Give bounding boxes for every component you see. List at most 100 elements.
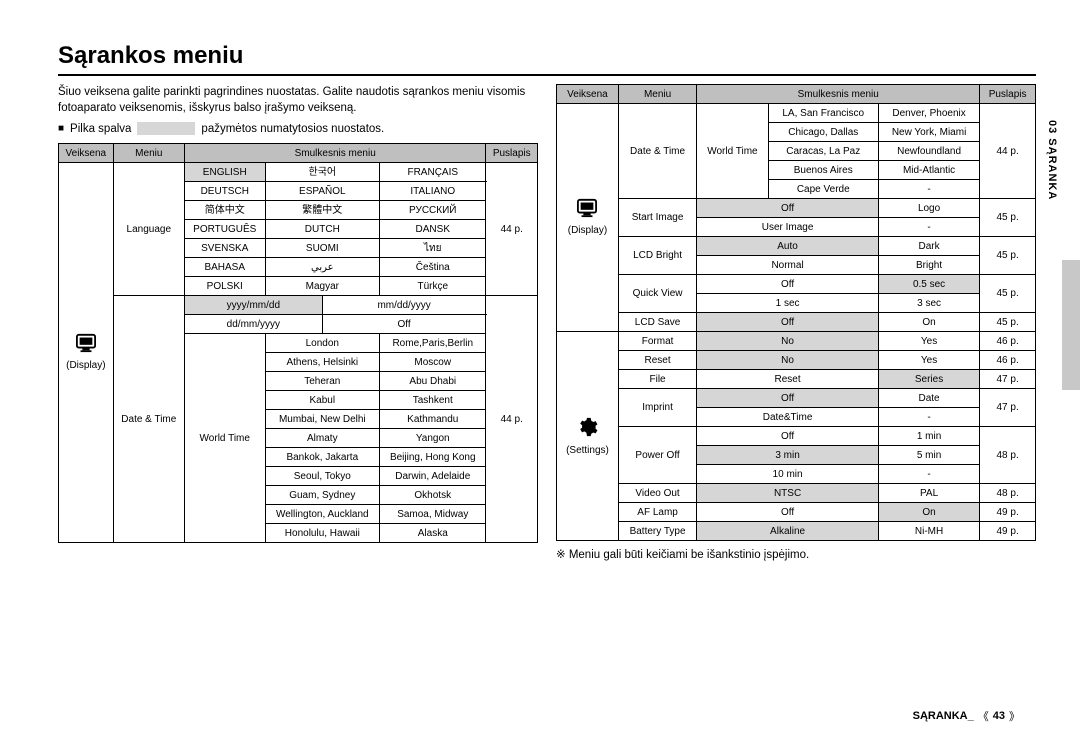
bracket-close: 》 [1009,708,1020,724]
wt-cell: Moscow [380,353,486,372]
wt-cell: Darwin, Adelaide [380,467,486,486]
footer: SĄRANKA_ 《 43 》 [913,708,1020,724]
sub-cell: Alkaline [697,522,879,541]
note-suffix: pažymėtos numatytosios nuostatos. [201,123,384,135]
page-cell: 48 p. [980,484,1036,503]
page-cell: 47 p. [980,389,1036,427]
wt-cell: London [265,334,379,353]
veiksena-display-label: (Display) [568,225,607,236]
wt-cell: Cape Verde [768,180,878,199]
sub-cell: Reset [697,370,879,389]
lang-cell: SUOMI [265,239,379,258]
wt-cell: Chicago, Dallas [768,123,878,142]
left-table: Veiksena Meniu Smulkesnis meniu Puslapis… [58,143,538,543]
sub-cell: Series [878,370,979,389]
wt-cell: Teheran [265,372,379,391]
datefmt-cell: Off [322,315,486,334]
wt-cell: Seoul, Tokyo [265,467,379,486]
sub-cell: 10 min [697,465,879,484]
footer-label: SĄRANKA_ [913,710,974,722]
sub-cell: Ni-MH [878,522,979,541]
wt-cell: New York, Miami [878,123,979,142]
sub-cell: Auto [697,237,879,256]
veiksena-settings-label: (Settings) [566,445,609,456]
file-label: File [618,370,696,389]
page-cell: 48 p. [980,427,1036,484]
wt-cell: Mumbai, New Delhi [265,410,379,429]
page-cell: 45 p. [980,313,1036,332]
intro-text: Šiuo veiksena galite parinkti pagrindine… [58,84,538,116]
veiksena-display-cell: (Display) [557,104,619,332]
datefmt-cell: yyyy/mm/dd [184,296,322,315]
lang-cell: PORTUGUÊS [184,220,265,239]
worldtime-label: World Time [697,104,768,199]
bullet-icon: ■ [58,123,64,134]
sub-cell: No [697,351,879,370]
wt-cell: Beijing, Hong Kong [380,448,486,467]
lang-cell: عربي [265,258,379,277]
wt-cell: Denver, Phoenix [878,104,979,123]
quickview-label: Quick View [618,275,696,313]
wt-cell: Abu Dhabi [380,372,486,391]
sub-cell: Bright [878,256,979,275]
hdr-puslapis: Puslapis [486,144,538,163]
right-table: Veiksena Meniu Smulkesnis meniu Puslapis… [556,84,1036,541]
veiksena-display-label: (Display) [66,360,105,371]
lang-cell: SVENSKA [184,239,265,258]
sub-cell: On [878,313,979,332]
worldtime-label: World Time [184,334,265,543]
page-cell: 49 p. [980,503,1036,522]
hdr-smulk: Smulkesnis meniu [184,144,486,163]
display-icon [75,333,97,357]
bracket-open: 《 [978,708,989,724]
page-cell: 45 p. [980,199,1036,237]
wt-cell: Buenos Aires [768,161,878,180]
wt-cell: Tashkent [380,391,486,410]
page-cell: 45 p. [980,237,1036,275]
sub-cell: 3 min [697,446,879,465]
sub-cell: Date&Time [697,408,879,427]
sub-cell: Off [697,275,879,294]
lang-cell: 한국어 [265,163,379,182]
imprint-label: Imprint [618,389,696,427]
swatch-icon [137,122,195,135]
hdr-smulk: Smulkesnis meniu [697,85,980,104]
lcdsave-label: LCD Save [618,313,696,332]
table-header: Veiksena Meniu Smulkesnis meniu Puslapis [59,144,538,163]
reset-label: Reset [618,351,696,370]
sub-cell: Logo [878,199,979,218]
note-prefix: Pilka spalva [70,123,131,135]
lang-cell: 简体中文 [184,201,265,220]
sub-cell: 0.5 sec [878,275,979,294]
lang-cell: POLSKI [184,277,265,296]
footer-page: 43 [993,710,1005,722]
page-cell: 46 p. [980,351,1036,370]
sub-cell: 3 sec [878,294,979,313]
sub-cell: On [878,503,979,522]
wt-cell: Mid-Atlantic [878,161,979,180]
lang-cell: FRANÇAIS [380,163,486,182]
wt-cell: Caracas, La Paz [768,142,878,161]
language-page: 44 p. [486,163,538,296]
hdr-veiksena: Veiksena [59,144,114,163]
side-bar [1062,260,1080,390]
wt-cell: - [878,180,979,199]
lang-cell: РУССКИЙ [380,201,486,220]
sub-cell: No [697,332,879,351]
format-label: Format [618,332,696,351]
sub-cell: NTSC [697,484,879,503]
page-title: Sąrankos meniu [58,42,1036,76]
sub-cell: Yes [878,332,979,351]
lang-cell: ESPAÑOL [265,182,379,201]
wt-cell: Newfoundland [878,142,979,161]
default-note: ■ Pilka spalva pažymėtos numatytosios nu… [58,122,538,135]
wt-cell: Almaty [265,429,379,448]
wt-cell: Guam, Sydney [265,486,379,505]
veiksena-display-cell: (Display) [59,163,114,543]
gear-icon [576,416,598,442]
wt-cell: Samoa, Midway [380,505,486,524]
lang-cell: DANSK [380,220,486,239]
hdr-puslapis: Puslapis [980,85,1036,104]
datefmt-cell: dd/mm/yyyy [184,315,322,334]
footnote: ※ Meniu gali būti keičiami be išankstini… [556,547,1036,561]
